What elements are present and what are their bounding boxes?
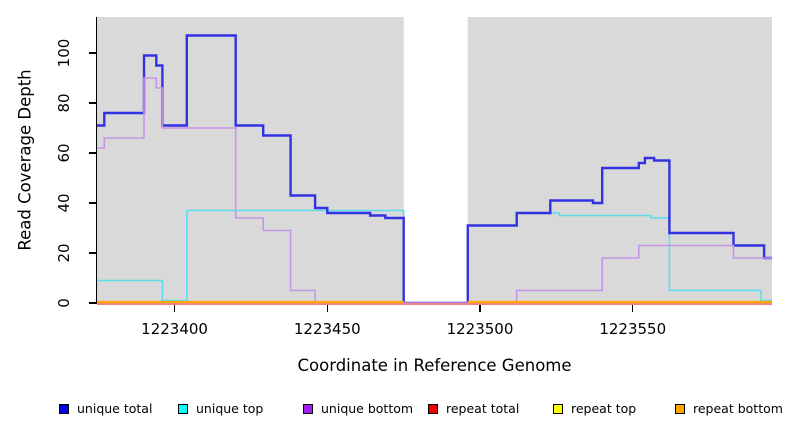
series-unique-bottom-line — [97, 77, 772, 304]
x-tick-mark — [479, 304, 481, 312]
legend-swatch-unique-top — [178, 403, 188, 414]
legend-label-unique-total: unique total — [77, 401, 153, 416]
legend-label-unique-bottom: unique bottom — [321, 401, 414, 416]
y-tick-mark — [89, 52, 97, 54]
y-tick-label: 40 — [55, 193, 73, 213]
y-tick-mark — [89, 202, 97, 204]
x-tick-label: 1223500 — [446, 320, 514, 338]
legend-label-repeat-top: repeat top — [571, 401, 637, 416]
y-tick-mark — [89, 102, 97, 104]
x-tick-mark — [326, 304, 328, 312]
legend-swatch-unique-bottom — [303, 403, 313, 414]
legend-item-unique-bottom: unique bottom — [303, 401, 413, 416]
legend-item-repeat-bottom: repeat bottom — [675, 401, 783, 416]
legend-swatch-repeat-total — [428, 403, 438, 414]
y-axis-title-text: Read Coverage Depth — [15, 69, 35, 251]
y-axis-line — [95, 17, 97, 304]
y-tick-label: 0 — [55, 298, 73, 308]
legend-item-repeat-total: repeat total — [428, 401, 519, 416]
y-tick-label: 100 — [55, 38, 73, 68]
y-tick-label: 80 — [55, 93, 73, 113]
x-tick-label: 1223550 — [599, 320, 667, 338]
plot-area — [97, 17, 772, 305]
series-unique-total-line — [97, 34, 772, 305]
legend-item-repeat-top: repeat top — [553, 401, 636, 416]
legend-swatch-unique-total — [59, 403, 69, 414]
y-tick-mark — [89, 252, 97, 254]
coverage-gap-band — [403, 17, 468, 303]
legend-label-unique-top: unique top — [196, 401, 264, 416]
legend-label-repeat-bottom: repeat bottom — [693, 401, 783, 416]
y-tick-mark — [89, 302, 97, 304]
x-tick-label: 1223450 — [293, 320, 361, 338]
x-tick-mark — [632, 304, 634, 312]
x-axis-title: Coordinate in Reference Genome — [297, 356, 572, 375]
y-tick-mark — [89, 152, 97, 154]
y-tick-label: 60 — [55, 143, 73, 163]
legend-item-unique-top: unique top — [178, 401, 263, 416]
x-tick-mark — [173, 304, 176, 312]
legend-swatch-repeat-bottom — [675, 403, 685, 414]
legend-swatch-repeat-top — [553, 403, 563, 414]
legend-label-repeat-total: repeat total — [446, 401, 520, 416]
x-tick-label: 1223400 — [141, 320, 208, 338]
y-tick-label: 20 — [55, 243, 73, 263]
legend-item-unique-total: unique total — [59, 401, 152, 416]
